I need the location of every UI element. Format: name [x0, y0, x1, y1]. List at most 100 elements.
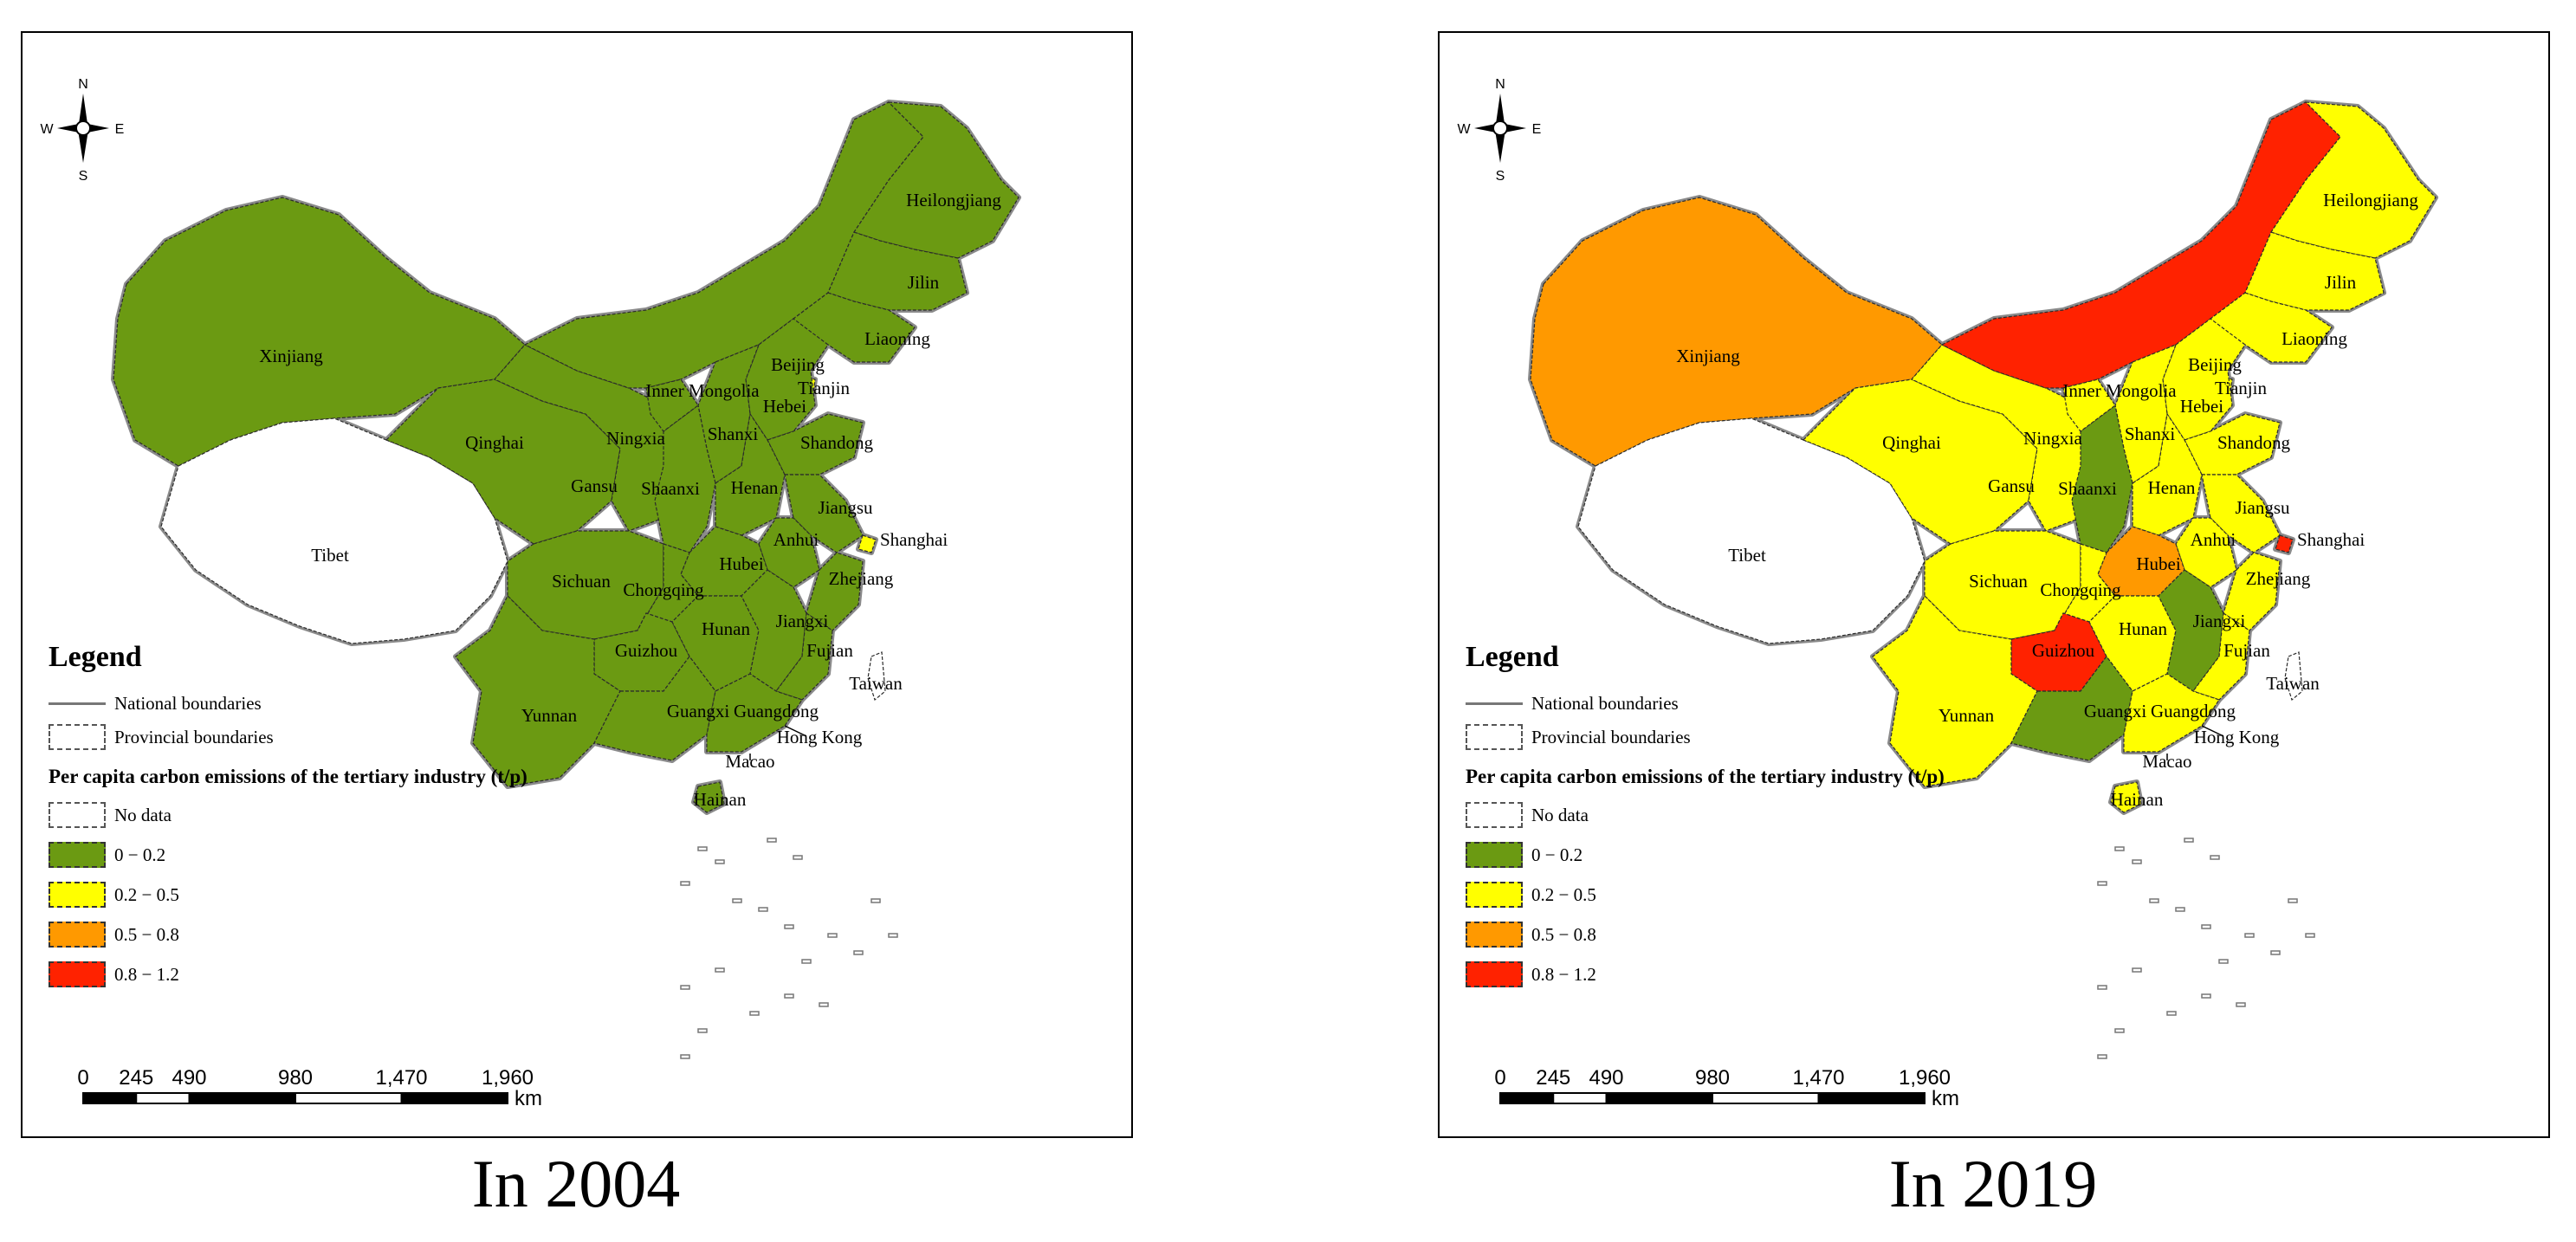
legend-national-label: National boundaries: [1531, 693, 1679, 714]
compass-w: W: [40, 122, 54, 137]
legend-class: No data: [49, 802, 172, 828]
province-anhui: [2175, 517, 2237, 588]
label-beijing: Beijing: [2188, 354, 2242, 375]
label-guangxi: Guangxi: [2084, 701, 2146, 721]
south-china-sea-islands: [2097, 838, 2315, 1059]
label-chongqing: Chongqing: [2040, 579, 2121, 600]
label-gansu: Gansu: [571, 475, 618, 496]
compass-s: S: [1496, 169, 1505, 184]
legend-2019: Legend National boundaries Provincial boun…: [1466, 641, 2505, 1022]
label-hubei: Hubei: [719, 553, 763, 574]
label-taiwan: Taiwan: [2266, 673, 2320, 694]
province-taiwan: [867, 651, 886, 702]
label-hainan: Hainan: [694, 789, 747, 810]
legend-class: 0.2 − 0.5: [1466, 882, 1596, 908]
legend-swatch: [49, 882, 106, 908]
province-jilin: [2244, 231, 2385, 311]
label-tianjin: Tianjin: [2215, 378, 2267, 398]
label-heilongjiang: Heilongjiang: [906, 190, 1001, 210]
compass-e: E: [1532, 122, 1542, 137]
label-shandong: Shandong: [800, 432, 874, 453]
label-ningxia: Ningxia: [606, 428, 665, 449]
province-gansu: [1911, 344, 2125, 532]
province-tibet: [160, 417, 508, 644]
label-shanxi: Shanxi: [708, 424, 759, 444]
legend-swatch: [49, 842, 106, 868]
legend-class-label: 0 − 0.2: [114, 844, 166, 865]
scale-tick: 245: [1536, 1066, 1570, 1090]
scale-tick: 1,470: [375, 1066, 427, 1090]
legend-class-label: 0.8 − 1.2: [1531, 963, 1596, 985]
legend-class: 0 − 0.2: [49, 842, 165, 868]
legend-swatch: [49, 922, 106, 948]
label-yunnan: Yunnan: [521, 705, 578, 726]
legend-class-label: 0.8 − 1.2: [114, 963, 179, 985]
label-guangdong: Guangdong: [734, 701, 819, 721]
label-yunnan: Yunnan: [1938, 705, 1995, 726]
province-tibet: [1577, 417, 1926, 644]
label-inner-mongolia: Inner Mongolia: [645, 380, 760, 401]
label-gansu: Gansu: [1988, 475, 2035, 496]
legend-provincial-label: Provincial boundaries: [1531, 726, 1691, 747]
hong-kong-leader: [784, 725, 807, 737]
scale-tick: 1,960: [482, 1066, 534, 1090]
label-jiangsu: Jiangsu: [2236, 497, 2291, 518]
label-hunan: Hunan: [702, 618, 750, 639]
legend-class: 0.8 − 1.2: [49, 961, 179, 987]
legend-2004: Legend National boundaries Provincial boun…: [49, 641, 1088, 1022]
legend-swatch: [49, 961, 106, 987]
label-shaanxi: Shaanxi: [2058, 478, 2117, 499]
province-anhui: [758, 517, 820, 588]
legend-class: 0.5 − 0.8: [49, 922, 179, 948]
scale-tick: 980: [1695, 1066, 1730, 1090]
label-hong-kong: Hong Kong: [777, 727, 863, 747]
legend-class-label: 0.5 − 0.8: [1531, 923, 1596, 945]
compass-n: N: [78, 77, 88, 92]
label-jiangsu: Jiangsu: [819, 497, 874, 518]
scale-unit: km: [1932, 1087, 1959, 1110]
legend-national: National boundaries: [49, 693, 262, 715]
label-guangdong: Guangdong: [2151, 701, 2236, 721]
label-sichuan: Sichuan: [552, 571, 611, 592]
legend-swatch: [1466, 802, 1523, 828]
map-panel-2019: Xinjiang Tibet Qinghai Gansu Inner Mongolia H…: [1438, 31, 2550, 1138]
label-taiwan: Taiwan: [849, 673, 903, 694]
national-line-sample: [1466, 702, 1523, 705]
label-hunan: Hunan: [2119, 618, 2167, 639]
legend-swatch: [1466, 922, 1523, 948]
label-zhejiang: Zhejiang: [829, 568, 894, 589]
province-guangdong: [2123, 673, 2220, 753]
legend-class-label: 0 − 0.2: [1531, 844, 1583, 865]
province-hainan: [2110, 781, 2142, 813]
scale-tick: 1,470: [1792, 1066, 1844, 1090]
province-sichuan: [1924, 530, 2081, 640]
province-yunnan: [1872, 594, 2038, 787]
label-fujian: Fujian: [2223, 640, 2270, 661]
caption-2019: In 2019: [1888, 1146, 2098, 1221]
province-shanghai: [858, 534, 877, 553]
legend-national-label: National boundaries: [114, 693, 262, 714]
legend-class-label: 0.2 − 0.5: [114, 883, 179, 905]
legend-swatch: [1466, 961, 1523, 987]
legend-provincial-label: Provincial boundaries: [114, 726, 274, 747]
label-hubei: Hubei: [2136, 553, 2180, 574]
province-ningxia: [2062, 378, 2116, 432]
label-guizhou: Guizhou: [2032, 640, 2095, 661]
label-zhejiang: Zhejiang: [2246, 568, 2311, 589]
province-gansu: [494, 344, 708, 532]
provincial-sample: [49, 724, 106, 750]
legend-class: No data: [1466, 802, 1589, 828]
hong-kong-leader: [2201, 725, 2224, 737]
label-hainan: Hainan: [2111, 789, 2164, 810]
legend-title: Legend: [49, 641, 142, 673]
label-hebei: Hebei: [763, 396, 806, 417]
scale-unit: km: [515, 1087, 542, 1110]
scale-tick: 0: [1494, 1066, 1505, 1090]
label-ningxia: Ningxia: [2023, 428, 2082, 449]
legend-heading: Per capita carbon emissions of the terti…: [49, 766, 527, 787]
label-fujian: Fujian: [806, 640, 853, 661]
